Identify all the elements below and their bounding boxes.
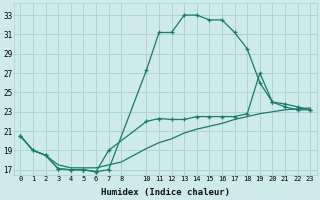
- X-axis label: Humidex (Indice chaleur): Humidex (Indice chaleur): [101, 188, 230, 197]
